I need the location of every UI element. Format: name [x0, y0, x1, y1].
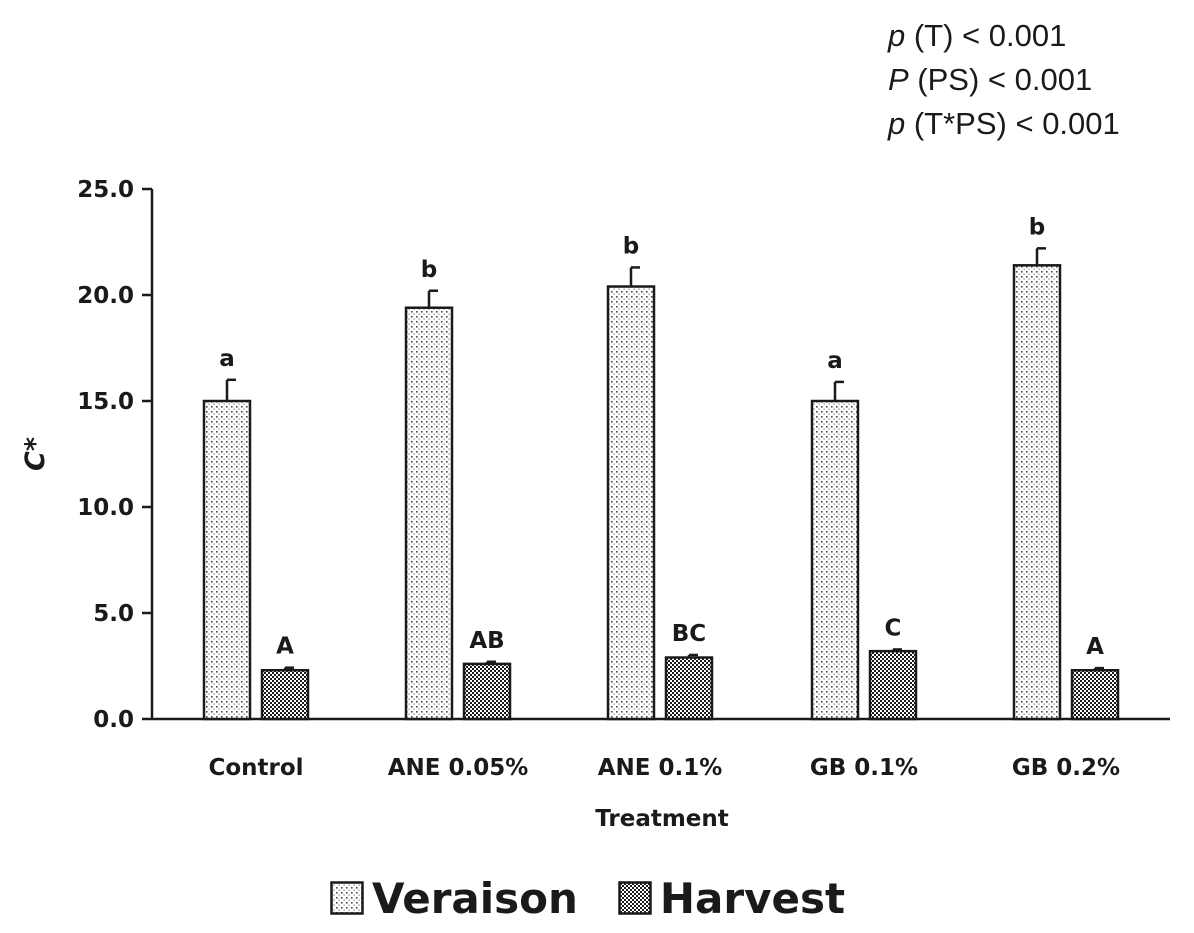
y-tick-label: 0.0 [93, 707, 134, 733]
bar-harvest [868, 649, 918, 721]
x-tick-label: Control [208, 755, 303, 781]
legend-swatch-veraison [330, 881, 364, 915]
legend-label-veraison: Veraison [372, 873, 578, 923]
bar-harvest [260, 668, 310, 721]
stats-var: p [888, 106, 906, 141]
stats-text: (PS) < 0.001 [908, 62, 1093, 97]
significance-letter: BC [672, 621, 706, 647]
bar-veraison [606, 285, 656, 721]
stats-text: (T*PS) < 0.001 [905, 106, 1120, 141]
legend-swatch-harvest [618, 881, 652, 915]
stats-var: P [888, 62, 909, 97]
significance-letter: C [885, 615, 902, 641]
significance-letter: a [219, 346, 235, 372]
y-tick-label: 15.0 [77, 389, 134, 415]
bar-veraison [404, 306, 454, 721]
y-tick-label: 5.0 [93, 601, 134, 627]
x-tick-label: GB 0.1% [810, 755, 918, 781]
bar-harvest [462, 662, 512, 721]
legend-item-harvest: Harvest [618, 874, 845, 923]
bar-harvest [664, 656, 714, 721]
stats-line-interaction: p (T*PS) < 0.001 [888, 102, 1120, 146]
legend-item-veraison: Veraison [330, 874, 578, 923]
y-tick-label: 25.0 [77, 177, 134, 203]
y-tick-label: 20.0 [77, 283, 134, 309]
x-tick-label: GB 0.2% [1012, 755, 1120, 781]
bar-harvest [1070, 668, 1120, 721]
y-axis-title: C* [20, 437, 51, 471]
stats-line-phenological-stage: P (PS) < 0.001 [888, 58, 1120, 102]
significance-letter: b [1029, 214, 1045, 240]
bar-veraison [1012, 264, 1062, 721]
significance-letter: AB [469, 628, 504, 654]
bar-veraison [810, 399, 860, 721]
stats-var: p [888, 18, 906, 53]
chart-legend: Veraison Harvest [330, 870, 845, 926]
significance-letter: b [421, 257, 437, 283]
x-tick-label: ANE 0.05% [388, 755, 529, 781]
legend-label-harvest: Harvest [659, 873, 846, 923]
bar-veraison [202, 399, 252, 721]
stats-text: (T) < 0.001 [905, 18, 1067, 53]
significance-letter: A [1086, 634, 1104, 660]
y-tick-label: 10.0 [77, 495, 134, 521]
x-axis-title: Treatment [595, 806, 729, 832]
statistics-annotation: p (T) < 0.001 P (PS) < 0.001 p (T*PS) < … [888, 14, 1120, 146]
stats-line-treatment: p (T) < 0.001 [888, 14, 1120, 58]
significance-letter: a [827, 348, 843, 374]
x-tick-label: ANE 0.1% [598, 755, 723, 781]
significance-letter: b [623, 233, 639, 259]
significance-letter: A [276, 634, 294, 660]
